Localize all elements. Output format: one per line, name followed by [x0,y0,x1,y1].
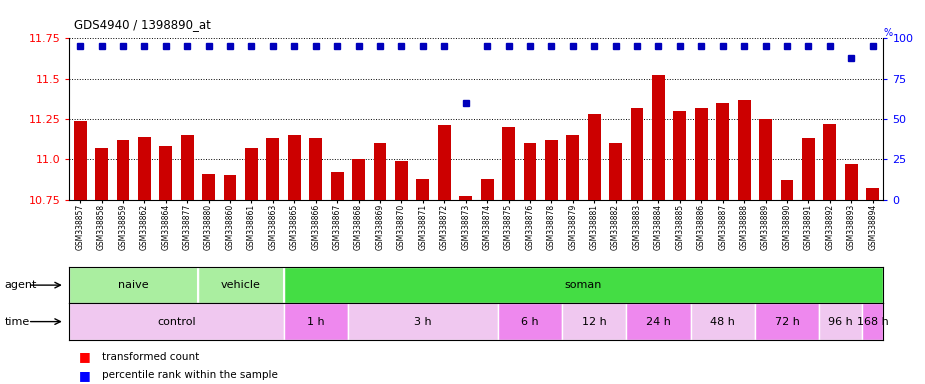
Bar [266,138,279,200]
Bar [823,124,836,200]
Bar [562,303,626,340]
Bar [566,135,579,200]
Text: percentile rank within the sample: percentile rank within the sample [102,370,278,380]
Bar [755,303,820,340]
Bar [626,303,691,340]
Bar [69,303,284,340]
Bar [866,189,879,200]
Bar [159,146,172,200]
Bar [245,148,258,200]
Bar [374,143,387,200]
Bar [502,127,515,200]
Bar [198,267,284,303]
Bar [74,121,87,200]
Bar [309,138,322,200]
Bar [802,138,815,200]
Bar [691,303,755,340]
Bar [481,179,494,200]
Bar [459,197,472,200]
Bar [348,303,498,340]
Text: GDS4940 / 1398890_at: GDS4940 / 1398890_at [74,18,211,31]
Bar [203,174,215,200]
Bar [610,143,622,200]
Bar [652,76,665,200]
Bar [117,140,130,200]
Text: 48 h: 48 h [710,316,735,327]
Bar [138,137,151,200]
Text: 168 h: 168 h [857,316,889,327]
Bar [395,161,408,200]
Bar [781,180,794,200]
Text: 96 h: 96 h [828,316,853,327]
Bar [587,114,600,200]
Bar [716,103,729,200]
Bar [69,267,198,303]
Text: transformed count: transformed count [102,352,199,362]
Bar [845,164,857,200]
Bar [631,108,644,200]
Bar [224,175,237,200]
Bar [416,179,429,200]
Bar [738,100,750,200]
Text: 24 h: 24 h [646,316,671,327]
Bar [352,159,365,200]
Text: ■: ■ [79,369,91,382]
Text: 6 h: 6 h [521,316,538,327]
Text: control: control [157,316,196,327]
Text: %: % [883,28,893,38]
Bar [545,140,558,200]
Text: naive: naive [118,280,149,290]
Bar [498,303,562,340]
Text: 1 h: 1 h [307,316,325,327]
Bar [673,111,686,200]
Text: 3 h: 3 h [414,316,432,327]
Text: soman: soman [565,280,602,290]
Bar [331,172,343,200]
Bar [820,303,862,340]
Bar [695,108,708,200]
Bar [759,119,772,200]
Bar [284,303,348,340]
Bar [862,303,883,340]
Text: 12 h: 12 h [582,316,607,327]
Text: vehicle: vehicle [221,280,261,290]
Text: 72 h: 72 h [774,316,799,327]
Bar [95,148,108,200]
Text: ■: ■ [79,350,91,363]
Bar [524,143,536,200]
Bar [284,267,883,303]
Text: agent: agent [5,280,37,290]
Bar [288,135,301,200]
Bar [180,135,193,200]
Bar [438,126,450,200]
Text: time: time [5,316,30,327]
